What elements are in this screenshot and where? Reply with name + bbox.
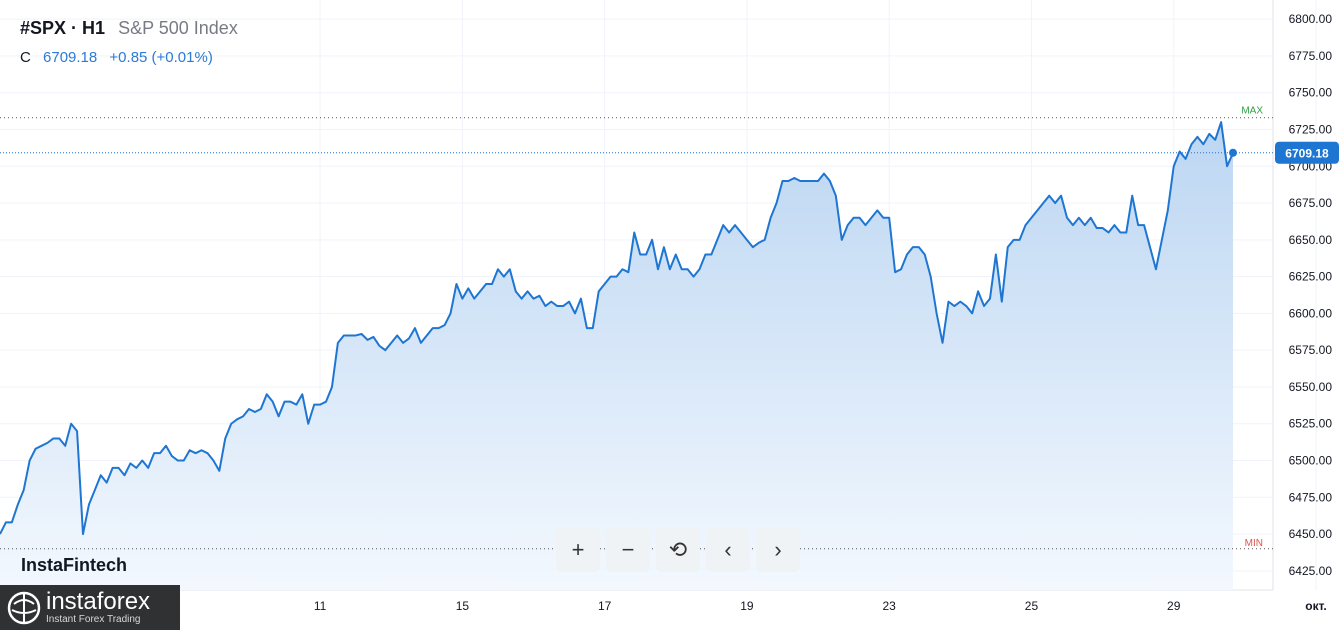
x-tick-label: 15 xyxy=(456,599,470,613)
zoom-in-button[interactable]: + xyxy=(556,528,600,572)
y-tick-label: 6550.00 xyxy=(1289,380,1333,394)
reset-button[interactable]: ⟲ xyxy=(656,528,700,572)
scroll-right-button[interactable]: › xyxy=(756,528,800,572)
chevron-right-icon: › xyxy=(774,537,782,562)
globe-logo-icon xyxy=(7,591,41,624)
symbol-label: #SPX · H1 xyxy=(20,18,106,38)
y-axis: 6800.006775.006750.006725.006700.006675.… xyxy=(1289,12,1333,578)
y-tick-label: 6750.00 xyxy=(1289,86,1333,100)
logo-tagline: Instant Forex Trading xyxy=(46,614,141,625)
x-tick-label: 25 xyxy=(1025,599,1039,613)
logo-name: instaforex xyxy=(46,588,151,615)
last-point xyxy=(1229,148,1237,157)
scroll-left-button[interactable]: ‹ xyxy=(706,528,750,572)
y-tick-label: 6575.00 xyxy=(1289,343,1333,357)
chevron-left-icon: ‹ xyxy=(724,537,732,562)
y-tick-label: 6425.00 xyxy=(1289,564,1333,578)
y-tick-label: 6650.00 xyxy=(1289,233,1333,247)
y-tick-label: 6475.00 xyxy=(1289,490,1333,504)
min-label: MIN xyxy=(1245,538,1263,549)
x-tick-label: 29 xyxy=(1167,599,1181,613)
x-tick-label: 19 xyxy=(740,599,754,613)
chart-marks: MAX MIN 6709.18 xyxy=(1229,106,1339,549)
y-tick-label: 6725.00 xyxy=(1289,122,1333,136)
zoom-out-button[interactable]: − xyxy=(606,528,650,572)
last-price-label: 6709.18 xyxy=(1285,146,1329,160)
instrument-description: S&P 500 Index xyxy=(118,18,238,38)
y-tick-label: 6500.00 xyxy=(1289,454,1333,468)
watermark-text: InstaFintech xyxy=(21,555,128,575)
quote-line: C 6709.18 +0.85 (+0.01%) xyxy=(20,49,213,66)
minus-icon: − xyxy=(621,537,635,562)
close-value: 6709.18 xyxy=(43,49,98,66)
x-tick-label: 17 xyxy=(598,599,612,613)
y-tick-label: 6600.00 xyxy=(1289,306,1333,320)
price-line xyxy=(0,121,1234,536)
plus-icon: + xyxy=(571,537,585,562)
instaforex-logo[interactable]: instaforex Instant Forex Trading xyxy=(0,585,180,630)
close-change: +0.85 (+0.01%) xyxy=(109,49,213,66)
max-label: MAX xyxy=(1241,106,1263,117)
x-tick-label: 23 xyxy=(883,599,897,613)
last-price-badge xyxy=(1275,141,1339,164)
y-tick-label: 6525.00 xyxy=(1289,417,1333,431)
x-tick-label: 11 xyxy=(314,599,327,613)
chart-toolbar: + − ⟲ ‹ › xyxy=(556,528,800,572)
y-tick-label: 6675.00 xyxy=(1289,196,1333,210)
close-label: C xyxy=(20,49,31,66)
y-tick-label: 6800.00 xyxy=(1289,12,1333,26)
y-tick-label: 6625.00 xyxy=(1289,270,1333,284)
price-area xyxy=(0,122,1233,591)
y-tick-label: 6775.00 xyxy=(1289,49,1333,63)
x-tick-label: окт. xyxy=(1305,599,1327,613)
reset-icon: ⟲ xyxy=(668,537,688,562)
chart-header: #SPX · H1 S&P 500 Index xyxy=(20,18,238,39)
y-tick-label: 6450.00 xyxy=(1289,527,1333,541)
